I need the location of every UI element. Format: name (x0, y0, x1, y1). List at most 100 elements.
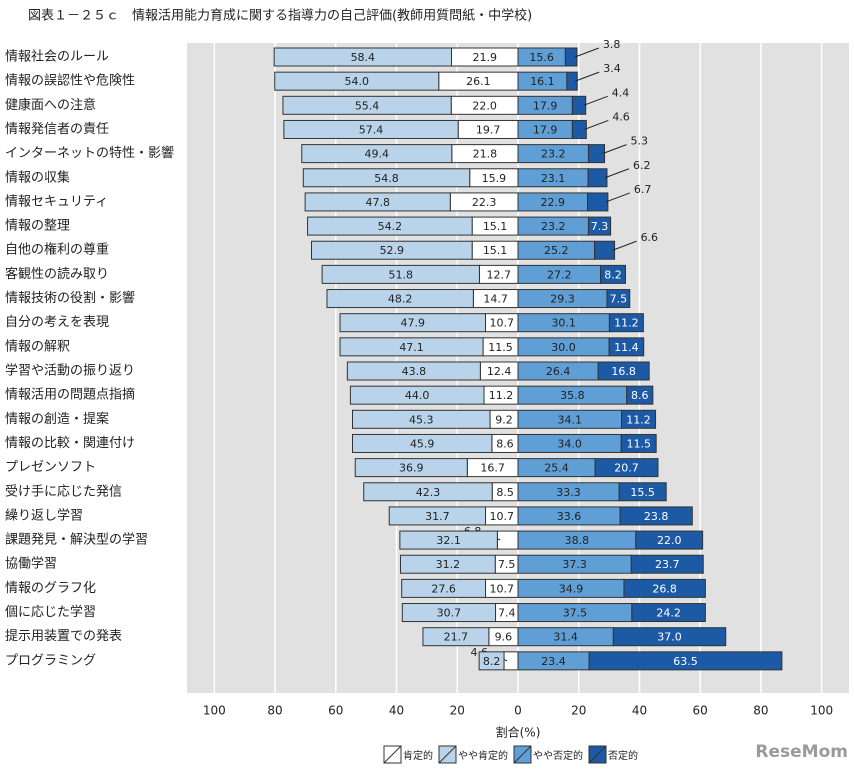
value-label: 32.1 (436, 534, 461, 547)
x-tick-label: 60 (693, 704, 708, 718)
legend-label: 否定的 (608, 749, 638, 762)
value-label: 38.8 (565, 534, 590, 547)
x-tick-label: 0 (514, 704, 522, 718)
value-label: 11.4 (614, 341, 639, 354)
value-label: 51.8 (389, 268, 414, 281)
value-label: 20.7 (614, 462, 639, 475)
bar-segment (283, 119, 459, 139)
bar-segment (311, 240, 473, 260)
leader-line (584, 119, 609, 130)
value-label: 11.2 (489, 389, 514, 402)
value-label: 8.6 (631, 389, 649, 402)
value-label: 47.1 (399, 341, 424, 354)
value-label: 34.0 (557, 437, 582, 450)
value-label: 4.4 (612, 86, 630, 99)
legend-label: 肯定的 (403, 749, 433, 762)
value-label: 22.9 (541, 196, 566, 209)
value-label: 23.7 (655, 558, 680, 571)
legend-label: やや否定的 (533, 749, 583, 762)
value-label: 25.4 (544, 462, 569, 475)
value-label: 63.5 (673, 655, 698, 668)
bar-segment (588, 651, 783, 671)
value-label: 23.2 (541, 148, 566, 161)
value-label: 23.2 (541, 220, 566, 233)
value-label: 21.8 (473, 148, 498, 161)
y-tick-label: インターネットの特性・影響 (5, 145, 174, 161)
legend-label: やや肯定的 (458, 749, 508, 762)
value-label: 15.1 (483, 220, 508, 233)
value-label: 15.5 (630, 486, 655, 499)
x-tick-label: 80 (267, 704, 282, 718)
bar-segment (626, 385, 654, 405)
value-label: 15.6 (529, 51, 554, 64)
watermark: ReseMom (755, 742, 848, 762)
y-tick-label: 情報技術の役割・影響 (5, 290, 135, 306)
bar-segment (612, 627, 727, 647)
bar-segment (282, 95, 452, 115)
bar-segment (606, 289, 631, 309)
x-tick-label: 60 (328, 704, 343, 718)
y-tick-label: 情報の整理 (5, 219, 70, 234)
value-label: 8.6 (496, 437, 514, 450)
bar-segment (363, 482, 493, 502)
bar-segment (587, 144, 606, 164)
y-tick-label: 情報の創造・提案 (5, 411, 109, 427)
value-label: 5.3 (631, 135, 649, 148)
y-tick-label: 受け手に応じた発信 (5, 484, 122, 499)
value-label: 43.8 (402, 365, 427, 378)
bar-segment (388, 506, 487, 526)
value-label: 16.1 (530, 75, 555, 88)
bar-segment (571, 95, 587, 115)
bar-segment (620, 433, 657, 453)
value-label: 16.7 (480, 462, 505, 475)
value-label: 17.9 (533, 99, 558, 112)
y-tick-label: 情報のグラフ化 (5, 581, 96, 596)
value-label: 26.1 (466, 75, 491, 88)
bar-segment (352, 409, 491, 429)
bar-segment (339, 313, 487, 333)
value-label: 57.4 (359, 123, 384, 136)
y-tick-label: プログラミング (5, 653, 96, 668)
bar-segment (352, 433, 493, 453)
value-label: 7.3 (591, 220, 609, 233)
value-label: 45.3 (409, 413, 434, 426)
value-label: 48.2 (388, 293, 413, 306)
value-label: 14.7 (483, 293, 508, 306)
value-label: 8.2 (483, 655, 501, 668)
value-label: 23.8 (644, 510, 669, 523)
value-label: 35.8 (560, 389, 585, 402)
value-label: 54.2 (378, 220, 403, 233)
value-label: 49.4 (365, 148, 390, 161)
bar-segment (619, 506, 693, 526)
value-label: 37.0 (657, 631, 682, 644)
bar-segment (304, 192, 451, 212)
value-label: 47.8 (365, 196, 390, 209)
value-label: 54.8 (374, 172, 399, 185)
bar-segment (302, 168, 471, 188)
value-label: 34.1 (558, 413, 583, 426)
value-label: 45.9 (410, 437, 435, 450)
y-tick-label: プレゼンソフト (5, 460, 96, 475)
x-axis-label: 割合(%) (496, 725, 541, 740)
bar-segment (597, 361, 650, 381)
bar-segment (399, 554, 496, 574)
value-label: 11.2 (614, 317, 639, 330)
value-label: 27.2 (547, 268, 572, 281)
value-label: 27.6 (431, 582, 456, 595)
value-label: 22.0 (472, 99, 497, 112)
bar-segment (354, 458, 468, 478)
bar-segment (301, 144, 453, 164)
bar-segment (274, 71, 440, 91)
bar-segment (618, 482, 667, 502)
value-label: 15.1 (483, 244, 508, 257)
bar-segment (587, 192, 609, 212)
x-tick-label: 20 (450, 704, 465, 718)
bar-segment (401, 578, 487, 598)
value-label: 11.5 (488, 341, 513, 354)
bar-segment (399, 530, 498, 550)
value-label: 30.0 (551, 341, 576, 354)
value-label: 3.8 (603, 38, 621, 51)
value-label: 47.9 (401, 317, 426, 330)
bar-segment (564, 47, 578, 67)
value-label: 54.0 (345, 75, 370, 88)
